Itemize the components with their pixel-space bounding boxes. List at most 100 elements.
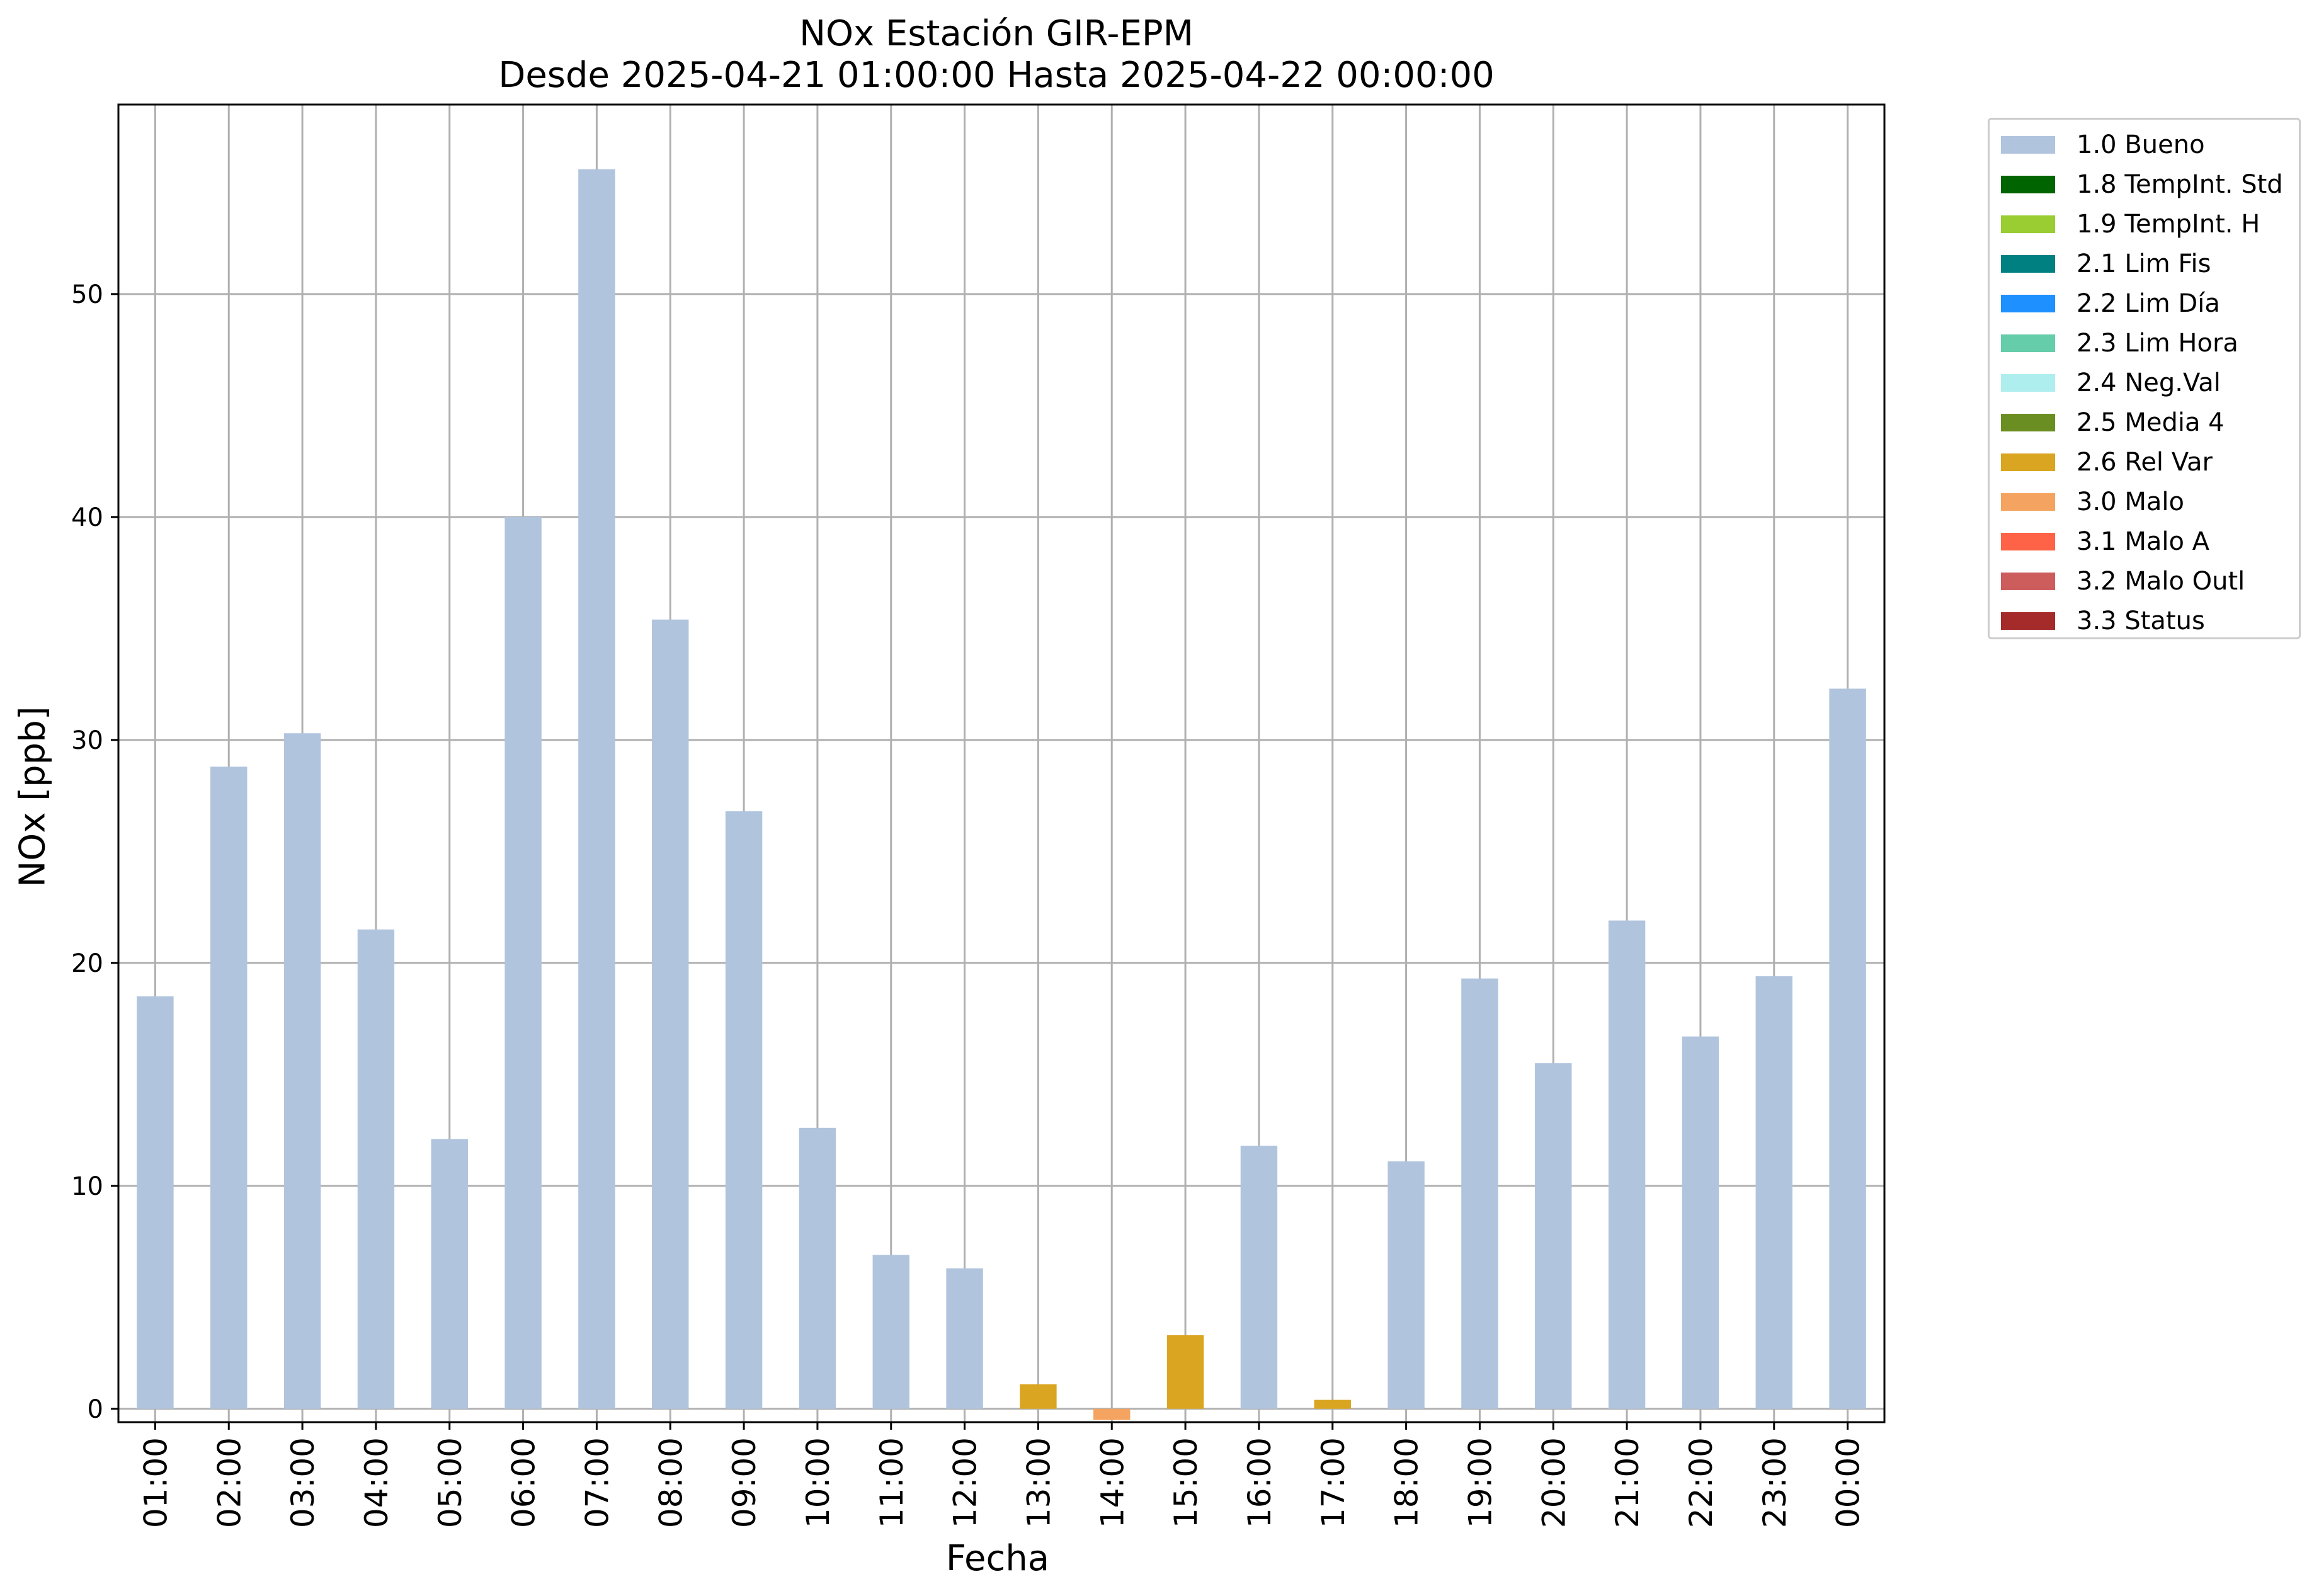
- legend-item: 2.6 Rel Var: [2001, 447, 2213, 478]
- legend-label: 2.1 Lim Fis: [2077, 249, 2211, 278]
- x-tick-label: 12:00: [947, 1437, 984, 1528]
- legend-label: 2.3 Lim Hora: [2077, 329, 2238, 358]
- x-tick-label: 22:00: [1683, 1437, 1719, 1528]
- bar-0600: [504, 516, 542, 1409]
- x-tick-label: 13:00: [1020, 1437, 1057, 1528]
- legend-swatch: [2001, 136, 2055, 154]
- x-tick-label: 23:00: [1757, 1437, 1793, 1528]
- bar-0200: [210, 767, 248, 1409]
- legend: 1.0 Bueno 1.8 TempInt. Std 1.9 TempInt. H 2…: [1988, 118, 2301, 639]
- legend-item: 3.1 Malo A: [2001, 526, 2209, 557]
- x-tick-label: 19:00: [1462, 1437, 1498, 1528]
- x-tick-label: 10:00: [800, 1437, 836, 1528]
- bar-2000: [1535, 1063, 1572, 1409]
- legend-swatch: [2001, 334, 2055, 352]
- legend-swatch: [2001, 374, 2055, 392]
- bar-0800: [652, 619, 689, 1409]
- legend-item: 1.9 TempInt. H: [2001, 208, 2260, 240]
- legend-label: 2.2 Lim Día: [2077, 289, 2220, 318]
- bar-1600: [1240, 1146, 1278, 1409]
- legend-swatch: [2001, 215, 2055, 233]
- legend-label: 2.6 Rel Var: [2077, 448, 2213, 477]
- bars: [137, 169, 1866, 1420]
- bar-0300: [283, 733, 321, 1409]
- y-tick-label: 10: [71, 1172, 103, 1201]
- x-tick-label: 18:00: [1389, 1437, 1425, 1528]
- bar-1000: [799, 1127, 836, 1409]
- x-axis-label: Fecha: [945, 1538, 1050, 1579]
- legend-swatch: [2001, 573, 2055, 590]
- bar-2200: [1682, 1036, 1719, 1409]
- legend-swatch: [2001, 533, 2055, 550]
- bar-2100: [1608, 920, 1646, 1409]
- legend-item: 3.3 Status: [2001, 605, 2205, 637]
- legend-label: 2.5 Media 4: [2077, 408, 2225, 437]
- legend-label: 3.0 Malo: [2077, 487, 2184, 516]
- chart-subtitle: Desde 2025-04-21 01:00:00 Hasta 2025-04-…: [498, 55, 1495, 96]
- bar-0000: [1829, 688, 1866, 1409]
- x-tick-label: 02:00: [211, 1437, 248, 1528]
- plot-frame: [117, 103, 1886, 1423]
- y-axis-ticks: 0 10 20 30 40 50: [71, 280, 118, 1424]
- legend-swatch: [2001, 612, 2055, 630]
- chart-title: NOx Estación GIR-EPM: [799, 13, 1194, 54]
- legend-swatch: [2001, 414, 2055, 431]
- bar-1300: [1020, 1384, 1057, 1409]
- x-tick-label: 09:00: [726, 1437, 763, 1528]
- bar-1900: [1461, 978, 1498, 1409]
- bar-2300: [1755, 976, 1792, 1409]
- legend-label: 3.3 Status: [2077, 607, 2205, 636]
- y-tick-label: 50: [71, 280, 103, 309]
- bar-0100: [137, 996, 174, 1409]
- legend-item: 2.1 Lim Fis: [2001, 248, 2211, 280]
- legend-item: 1.8 TempInt. Std: [2001, 169, 2283, 200]
- x-tick-label: 03:00: [285, 1437, 321, 1528]
- y-tick-label: 20: [71, 949, 103, 978]
- x-tick-label: 14:00: [1094, 1437, 1131, 1528]
- x-tick-label: 20:00: [1536, 1437, 1572, 1528]
- legend-item: 2.2 Lim Día: [2001, 288, 2220, 319]
- legend-label: 1.0 Bueno: [2077, 130, 2205, 159]
- legend-label: 3.2 Malo Outl: [2077, 567, 2245, 596]
- legend-swatch: [2001, 255, 2055, 273]
- y-tick-label: 0: [88, 1395, 103, 1424]
- legend-swatch: [2001, 493, 2055, 511]
- x-tick-label: 15:00: [1168, 1437, 1204, 1528]
- legend-item: 3.0 Malo: [2001, 486, 2184, 518]
- x-axis-ticks: 01:00 02:00 03:00 04:00 05:00 06:00 07:00 08:00…: [137, 1422, 1867, 1528]
- legend-label: 1.8 TempInt. Std: [2077, 170, 2283, 199]
- legend-item: 2.3 Lim Hora: [2001, 328, 2238, 359]
- y-tick-label: 30: [71, 726, 103, 755]
- x-tick-label: 06:00: [506, 1437, 542, 1528]
- legend-swatch: [2001, 176, 2055, 193]
- x-tick-label: 16:00: [1241, 1437, 1278, 1528]
- legend-label: 2.4 Neg.Val: [2077, 368, 2221, 397]
- legend-item: 3.2 Malo Outl: [2001, 566, 2245, 597]
- bar-0400: [357, 929, 395, 1409]
- bar-0900: [725, 811, 763, 1409]
- y-tick-label: 40: [71, 503, 103, 532]
- x-tick-label: 01:00: [137, 1437, 174, 1528]
- bar-1200: [946, 1268, 983, 1409]
- legend-item: 1.0 Bueno: [2001, 129, 2205, 161]
- legend-swatch: [2001, 453, 2055, 471]
- x-tick-label: 11:00: [874, 1437, 910, 1528]
- bar-1100: [872, 1255, 909, 1409]
- bar-1400: [1093, 1408, 1131, 1420]
- legend-item: 2.5 Media 4: [2001, 407, 2225, 438]
- y-axis-label: NOx [ppb]: [12, 706, 54, 887]
- x-tick-label: 00:00: [1830, 1437, 1867, 1528]
- x-tick-label: 08:00: [652, 1437, 689, 1528]
- x-tick-label: 07:00: [579, 1437, 615, 1528]
- bar-0700: [578, 169, 615, 1409]
- legend-swatch: [2001, 295, 2055, 312]
- x-tick-label: 05:00: [432, 1437, 469, 1528]
- x-tick-label: 21:00: [1609, 1437, 1646, 1528]
- bar-0500: [431, 1139, 468, 1409]
- x-tick-label: 04:00: [358, 1437, 395, 1528]
- x-tick-label: 17:00: [1315, 1437, 1352, 1528]
- bar-1700: [1314, 1399, 1351, 1409]
- legend-label: 1.9 TempInt. H: [2077, 210, 2260, 239]
- legend-item: 2.4 Neg.Val: [2001, 367, 2221, 399]
